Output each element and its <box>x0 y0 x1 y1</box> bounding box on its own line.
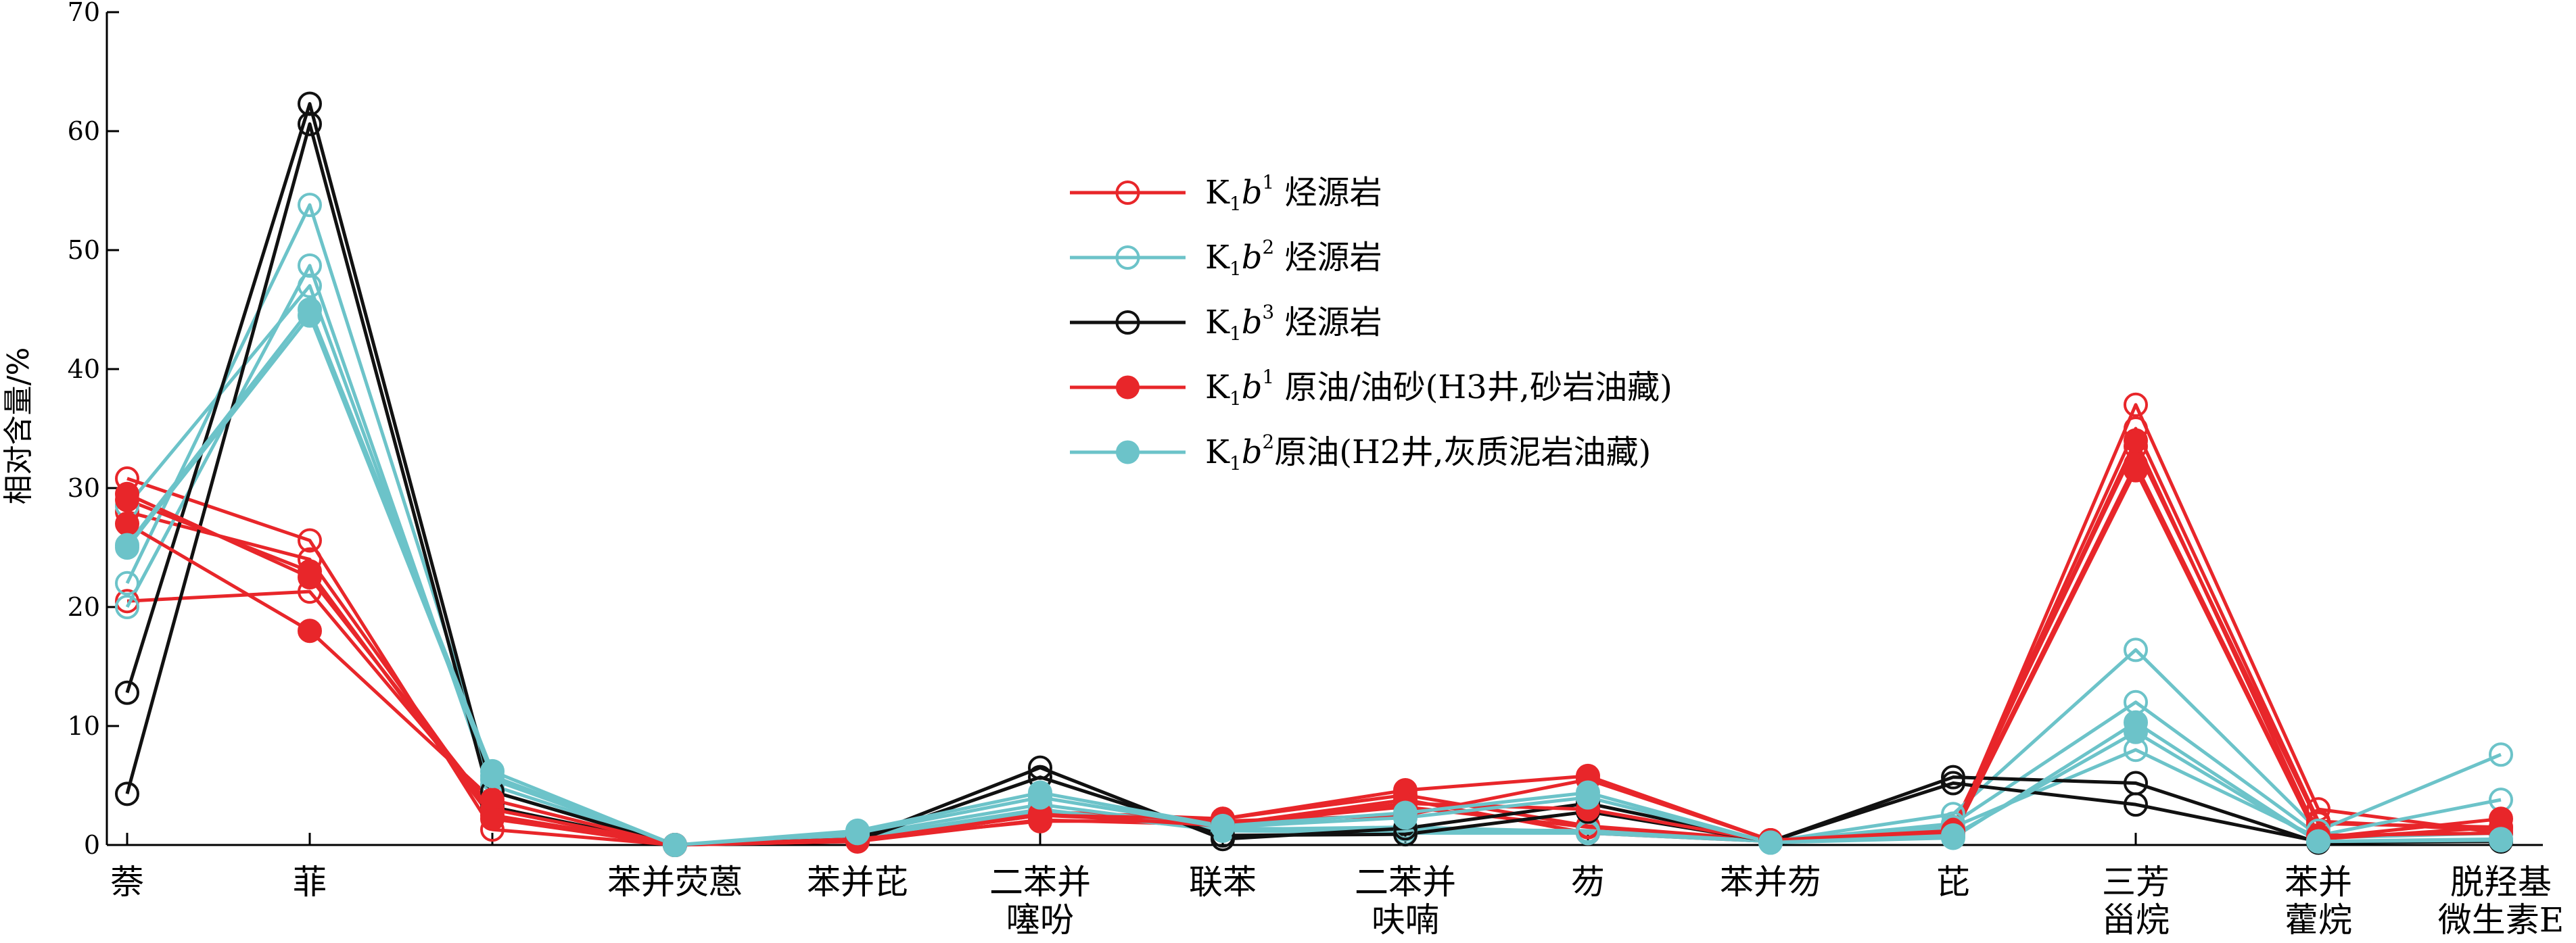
legend-swatch-marker <box>1115 180 1140 205</box>
series-markers <box>115 91 2513 857</box>
y-tick-label: 30 <box>68 473 100 503</box>
series-line <box>126 308 2502 847</box>
legend-item: K1b3 烃源岩 <box>1070 301 1382 345</box>
data-point-filled <box>298 303 322 328</box>
axes: 010203040506070萘菲苯并荧蒽 苯并芘 二苯并噻吩联苯 二苯并呋喃芴 苯并芴… <box>68 0 2565 940</box>
data-point-open <box>2124 792 2148 817</box>
x-category-label: 苯并 <box>2285 863 2352 902</box>
series-line <box>126 468 2502 847</box>
y-tick-label: 10 <box>68 711 100 741</box>
data-point-filled <box>1393 805 1418 830</box>
legend-swatch-marker <box>1116 375 1140 400</box>
data-point-filled <box>1941 823 1965 848</box>
data-point-filled <box>480 763 505 788</box>
legend-item: K1b1 烃源岩 <box>1070 171 1382 215</box>
y-tick-label: 70 <box>68 0 100 27</box>
data-point-filled <box>115 487 139 512</box>
y-tick-label: 0 <box>84 830 100 860</box>
x-category-label: 菲 <box>293 863 327 902</box>
series-layer <box>115 91 2513 857</box>
x-category-label: 苯并芘 <box>807 863 908 902</box>
x-category-label: 二苯并 <box>989 863 1091 902</box>
data-point-filled <box>663 833 687 857</box>
data-point-filled <box>2306 829 2331 854</box>
data-point-open <box>298 91 322 116</box>
data-point-open <box>115 595 139 619</box>
x-category-label: 二苯并 <box>1355 863 1456 902</box>
legend-item: K1b2原油(H2井,灰质泥岩油藏) <box>1070 431 1651 475</box>
data-point-open <box>2489 742 2513 767</box>
legend-swatch-marker <box>1115 245 1140 270</box>
data-point-open <box>115 781 139 806</box>
data-point-open <box>298 528 322 553</box>
y-tick-label: 50 <box>68 235 100 265</box>
y-axis-title: 相对含量/% <box>1 347 36 505</box>
y-tick-label: 40 <box>68 354 100 384</box>
x-category-label: 三芳 <box>2102 863 2170 902</box>
legend-label: K1b3 烃源岩 <box>1205 301 1382 345</box>
data-point-filled <box>115 535 139 560</box>
series-line <box>126 284 2502 847</box>
legend-item: K1b1 原油/油砂(H3井,砂岩油藏) <box>1070 366 1672 410</box>
data-point-filled <box>845 821 870 846</box>
data-point-filled <box>115 511 139 536</box>
data-point-open <box>1941 765 1965 790</box>
x-category-label: 甾烷 <box>2102 900 2170 940</box>
x-category-label: 苯并芴 <box>1720 863 1821 902</box>
x-category-label: 苯并荧蒽 <box>607 863 743 902</box>
legend: K1b1 烃源岩 K1b2 烃源岩 K1b3 烃源岩 K1b1 原油/油砂(H3井,砂… <box>1070 171 1672 475</box>
legend-label: K1b1 原油/油砂(H3井,砂岩油藏) <box>1205 366 1672 410</box>
data-point-filled <box>298 619 322 644</box>
data-point-open <box>2124 392 2148 417</box>
data-point-open <box>115 589 139 614</box>
data-point-open <box>298 112 322 137</box>
series-line <box>126 403 2502 847</box>
data-point-filled <box>2124 719 2148 744</box>
x-category-label: 芘 <box>1936 863 1970 902</box>
x-category-label: 脱羟基 <box>2450 863 2552 902</box>
data-point-open <box>298 273 322 298</box>
x-category-label: 微生素E <box>2438 900 2565 940</box>
data-point-open <box>1941 771 1965 796</box>
data-point-filled <box>1758 830 1783 855</box>
series-line <box>126 314 2502 847</box>
data-point-filled <box>2489 827 2513 852</box>
x-category-label: 噻吩 <box>1006 900 1074 940</box>
data-point-filled <box>1211 815 1235 840</box>
series-lines <box>125 102 2502 847</box>
data-point-open <box>298 193 322 218</box>
data-point-open <box>115 571 139 596</box>
x-category-label: 呋喃 <box>1372 900 1439 940</box>
x-category-label: 联苯 <box>1189 863 1257 902</box>
data-point-filled <box>298 559 322 584</box>
legend-label: K1b1 烃源岩 <box>1205 171 1382 215</box>
data-point-open <box>2124 637 2148 662</box>
data-point-open <box>1028 755 1052 780</box>
data-point-filled <box>1576 785 1600 810</box>
x-category-label: 萘 <box>110 863 144 902</box>
data-point-filled <box>1028 785 1052 810</box>
data-point-open <box>298 253 322 278</box>
x-category-label: 藿烷 <box>2285 900 2352 940</box>
data-point-filled <box>2124 458 2148 483</box>
y-tick-label: 20 <box>68 592 100 622</box>
data-point-filled <box>480 806 505 831</box>
legend-label: K1b2 烃源岩 <box>1205 236 1382 280</box>
data-point-filled <box>2124 428 2148 453</box>
series-line <box>126 462 2502 847</box>
y-tick-label: 60 <box>68 116 100 146</box>
data-point-open <box>115 680 139 705</box>
legend-item: K1b2 烃源岩 <box>1070 236 1382 280</box>
legend-swatch-marker <box>1116 440 1140 464</box>
legend-swatch-marker <box>1115 310 1140 335</box>
legend-label: K1b2原油(H2井,灰质泥岩油藏) <box>1205 431 1651 475</box>
x-category-label: 芴 <box>1571 863 1605 902</box>
series-line <box>125 122 2501 847</box>
